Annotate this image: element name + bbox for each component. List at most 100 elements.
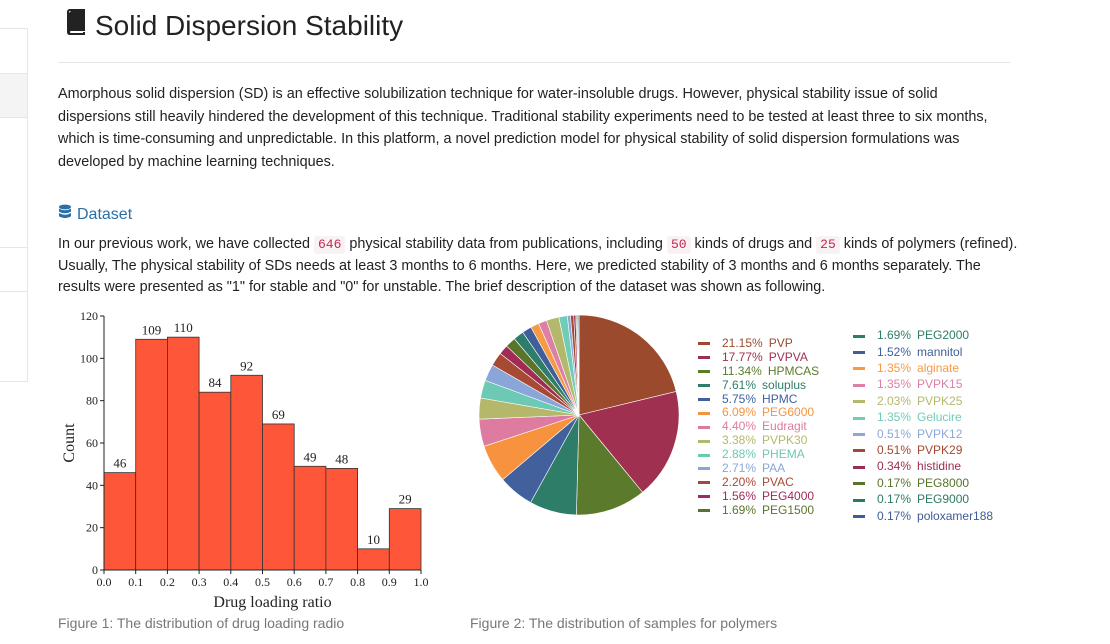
- legend-item: 2.88% PHEMA: [698, 447, 819, 462]
- bar-value-label: 69: [272, 407, 285, 422]
- legend-label: HPMCAS: [767, 363, 820, 378]
- legend-swatch: [853, 514, 865, 518]
- legend-percent: 1.35%: [877, 377, 912, 392]
- legend-swatch: [853, 400, 865, 404]
- legend-swatch: [698, 509, 710, 513]
- y-tick-label: 60: [86, 436, 98, 450]
- legend-label: PHEMA: [762, 447, 805, 462]
- pie-slice: [578, 314, 677, 416]
- legend-percent: 1.69%: [877, 328, 912, 343]
- legend-percent: 0.17%: [877, 492, 912, 507]
- legend-swatch: [698, 411, 710, 415]
- legend-label: PVPK15: [917, 377, 963, 392]
- intro-paragraph: Amorphous solid dispersion (SD) is an ef…: [58, 86, 988, 170]
- legend-swatch: [698, 370, 710, 374]
- book-icon: [65, 9, 87, 42]
- legend-item: 0.51% PVPK29: [853, 443, 993, 459]
- page-title-text: Solid Dispersion Stability: [95, 9, 404, 41]
- legend-percent: 4.40%: [722, 419, 757, 434]
- dataset-text-part: physical stability data from publication…: [349, 236, 663, 252]
- bar-value-label: 92: [240, 358, 253, 373]
- x-tick-label: 0.5: [255, 575, 270, 589]
- legend-percent: 3.38%: [722, 433, 757, 448]
- legend-percent: 0.34%: [877, 459, 912, 474]
- y-tick-label: 100: [80, 351, 98, 365]
- legend-label: PVPK12: [917, 426, 963, 441]
- legend-label: histidine: [917, 459, 962, 474]
- x-tick-label: 0.4: [223, 575, 238, 589]
- legend-item: 17.77% PVPVA: [698, 349, 819, 365]
- polymer-count-badge: 25: [816, 236, 840, 254]
- legend-label: PVPK30: [762, 433, 808, 448]
- legend-percent: 21.15%: [722, 336, 763, 350]
- sidebar-item[interactable]: [0, 247, 27, 292]
- x-tick-label: 0.9: [382, 575, 397, 589]
- legend-percent: 1.69%: [722, 502, 757, 517]
- legend-label: PEG6000: [762, 405, 815, 420]
- page-title: Solid Dispersion Stability: [65, 9, 403, 42]
- legend-label: PEG9000: [917, 492, 970, 507]
- legend-percent: 6.09%: [722, 405, 757, 420]
- bar-value-label: 10: [367, 532, 380, 547]
- histogram-bar: [135, 338, 168, 571]
- legend-item: 0.17% PEG8000: [853, 476, 993, 492]
- legend-swatch: [698, 384, 710, 388]
- x-tick-label: 0.8: [350, 575, 365, 589]
- sidebar-item[interactable]: [0, 117, 27, 248]
- sidebar-item[interactable]: [0, 291, 27, 336]
- bar-value-label: 48: [335, 451, 348, 466]
- dataset-heading: Dataset: [58, 204, 132, 225]
- x-axis-title: Drug loading ratio: [213, 594, 331, 611]
- legend-item: 1.35% Gelucire: [853, 410, 993, 426]
- bar-value-label: 110: [174, 320, 193, 335]
- drug-loading-histogram: 46 109 110 84 92 69 49 48 10 29 0 20 40 60 80 100 120 0.0…: [61, 309, 429, 611]
- legend-percent: 1.35%: [877, 410, 912, 425]
- legend-percent: 17.77%: [722, 349, 763, 364]
- legend-percent: 0.17%: [877, 475, 912, 490]
- pie-slice: [577, 314, 580, 416]
- legend-item: 1.69% PEG1500: [698, 502, 819, 518]
- histogram-bar: [167, 336, 200, 571]
- bar-value-label: 49: [304, 449, 317, 464]
- legend-swatch: [698, 439, 710, 443]
- legend-label: HPMC: [762, 391, 798, 406]
- legend-item: 5.75% HPMC: [698, 391, 819, 407]
- legend-label: mannitol: [917, 344, 963, 359]
- legend-item: 7.61% soluplus: [698, 378, 819, 393]
- legend-label: Eudragit: [762, 419, 807, 434]
- histogram-bar: [230, 374, 263, 571]
- legend-percent: 0.51%: [877, 442, 912, 457]
- legend-item: 0.17% PEG9000: [853, 492, 993, 508]
- legend-label: PVP: [768, 336, 793, 350]
- legend-percent: 2.71%: [722, 461, 757, 476]
- legend-label: PVPK25: [917, 393, 963, 408]
- legend-swatch: [853, 334, 865, 338]
- legend-item: 4.40% Eudragit: [698, 419, 819, 434]
- legend-swatch: [853, 482, 865, 486]
- legend-item: 2.20% PVAC: [698, 475, 819, 490]
- x-tick-label: 1.0: [414, 575, 429, 589]
- legend-swatch: [698, 342, 710, 346]
- legend-percent: 2.03%: [877, 393, 912, 408]
- dataset-text-part: kinds of polymers (refined). Usually, Th…: [58, 236, 1018, 295]
- figure-2-caption: Figure 2: The distribution of samples fo…: [470, 615, 778, 631]
- histogram-bar: [388, 508, 422, 571]
- y-axis-title: Count: [61, 423, 78, 463]
- y-tick-label: 0: [92, 563, 98, 577]
- legend-swatch: [853, 465, 865, 469]
- legend-percent: 0.51%: [877, 426, 912, 441]
- legend-item: 0.34% histidine: [853, 459, 993, 475]
- pie-slice: [576, 414, 643, 516]
- histogram-bar: [262, 423, 295, 571]
- legend-swatch: [853, 449, 865, 453]
- legend-item: 0.51% PVPK12: [853, 426, 993, 442]
- x-tick-label: 0.3: [192, 575, 207, 589]
- legend-label: PEG1500: [762, 502, 815, 517]
- pie-legend-left: 21.15% PVP 17.77% PVPVA 11.34% HPMCAS 7.61% sol…: [698, 336, 820, 518]
- figure-1-caption: Figure 1: The distribution of drug loadi…: [58, 615, 345, 631]
- legend-item: 2.71% PAA: [698, 461, 819, 476]
- y-tick-label: 80: [86, 394, 98, 408]
- histogram-bar: [357, 548, 390, 571]
- sidebar-item[interactable]: [0, 73, 27, 118]
- legend-label: poloxamer188: [917, 508, 994, 523]
